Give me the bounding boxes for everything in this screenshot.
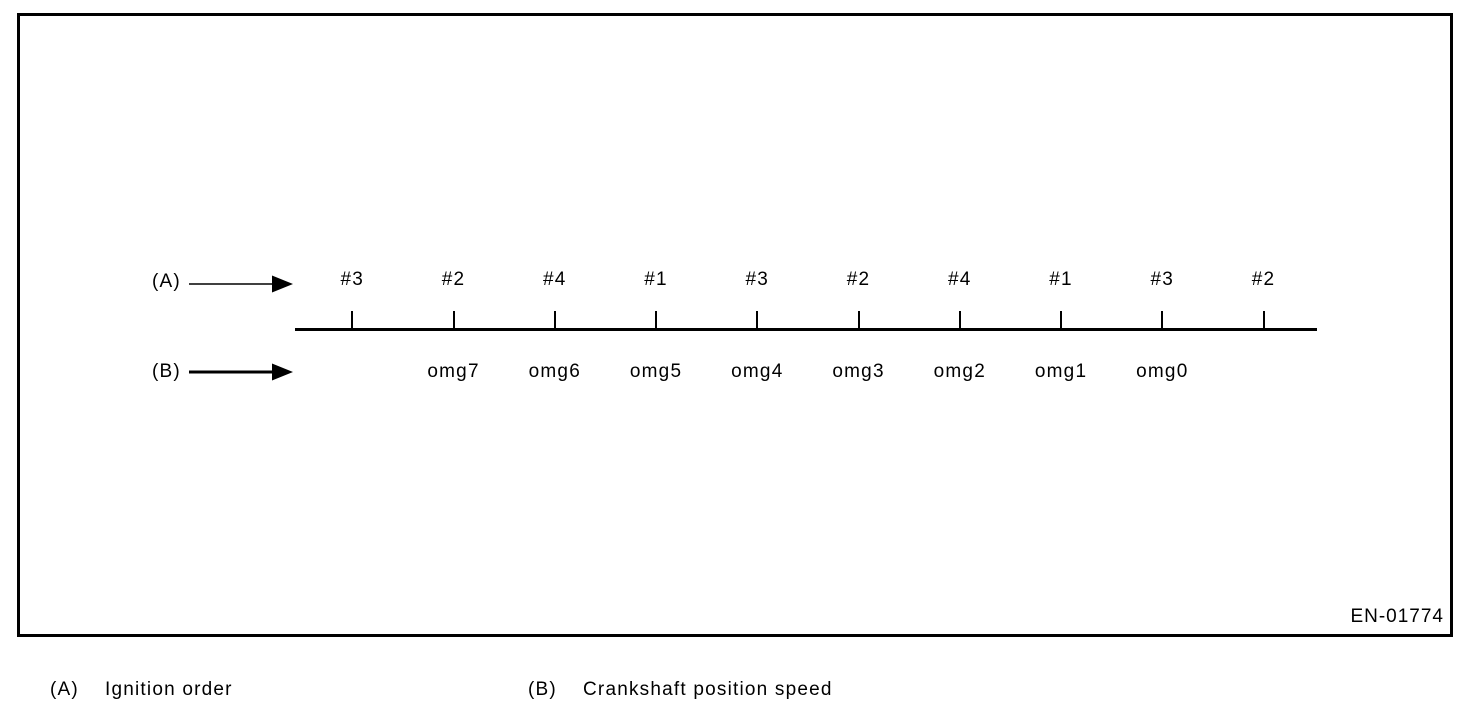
ignition-order-label: #1 [1049, 269, 1073, 290]
timeline-axis [295, 328, 1317, 331]
ignition-order-label: #2 [846, 269, 871, 290]
ignition-order-label: #3 [745, 269, 770, 290]
ignition-order-label: #1 [644, 269, 668, 290]
timeline-tick-mark [1060, 311, 1063, 329]
legend-b-text: Crankshaft position speed [583, 679, 833, 700]
row-a-arrow-icon [189, 275, 293, 293]
timeline-tick-mark [857, 311, 860, 329]
row-b-key: (B) [152, 361, 181, 382]
crank-speed-label: omg4 [731, 361, 784, 382]
ignition-order-label: #3 [1150, 269, 1175, 290]
ignition-order-label: #3 [340, 269, 365, 290]
row-b-arrow-icon [189, 363, 293, 381]
figure-frame: (A) #3 #2 #4 #1 #3 #2 #4 #1 #3 #2 (B) omg7 omg6 omg… [17, 13, 1453, 637]
timeline-tick-mark [1262, 311, 1265, 329]
ignition-order-label: #4 [948, 269, 972, 290]
crank-speed-label: omg0 [1136, 361, 1189, 382]
legend-a-text: Ignition order [105, 679, 233, 700]
timeline-tick-mark [958, 311, 961, 329]
timeline-tick-mark [351, 311, 354, 329]
legend-a-key: (A) [50, 679, 79, 700]
timeline-tick-mark [452, 311, 455, 329]
crank-speed-label: omg1 [1034, 361, 1088, 382]
legend-b-key: (B) [528, 679, 557, 700]
timeline-tick-mark [655, 311, 658, 329]
crank-speed-label: omg2 [933, 361, 986, 382]
ignition-order-label: #2 [441, 269, 466, 290]
crank-speed-label: omg5 [629, 361, 683, 382]
timeline-tick-mark [756, 311, 759, 329]
crank-speed-label: omg7 [427, 361, 480, 382]
timeline-tick-mark [1161, 311, 1164, 329]
figure-code: EN-01774 [1350, 606, 1444, 627]
crank-speed-label: omg3 [832, 361, 885, 382]
ignition-order-label: #4 [543, 269, 567, 290]
crank-speed-label: omg6 [528, 361, 581, 382]
ignition-order-label: #2 [1251, 269, 1276, 290]
timeline-tick-mark [553, 311, 556, 329]
row-a-key: (A) [152, 271, 181, 292]
